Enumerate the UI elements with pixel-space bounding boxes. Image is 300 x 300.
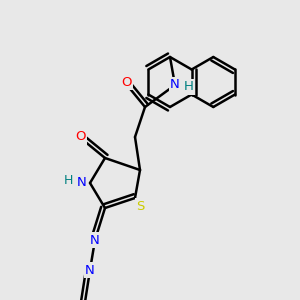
Text: O: O	[122, 76, 132, 88]
Text: N: N	[85, 263, 95, 277]
Text: S: S	[136, 200, 144, 212]
Text: O: O	[76, 130, 86, 143]
Text: H: H	[63, 175, 73, 188]
Text: N: N	[77, 176, 87, 190]
Text: N: N	[90, 233, 100, 247]
Text: H: H	[184, 80, 194, 94]
Text: N: N	[170, 79, 180, 92]
